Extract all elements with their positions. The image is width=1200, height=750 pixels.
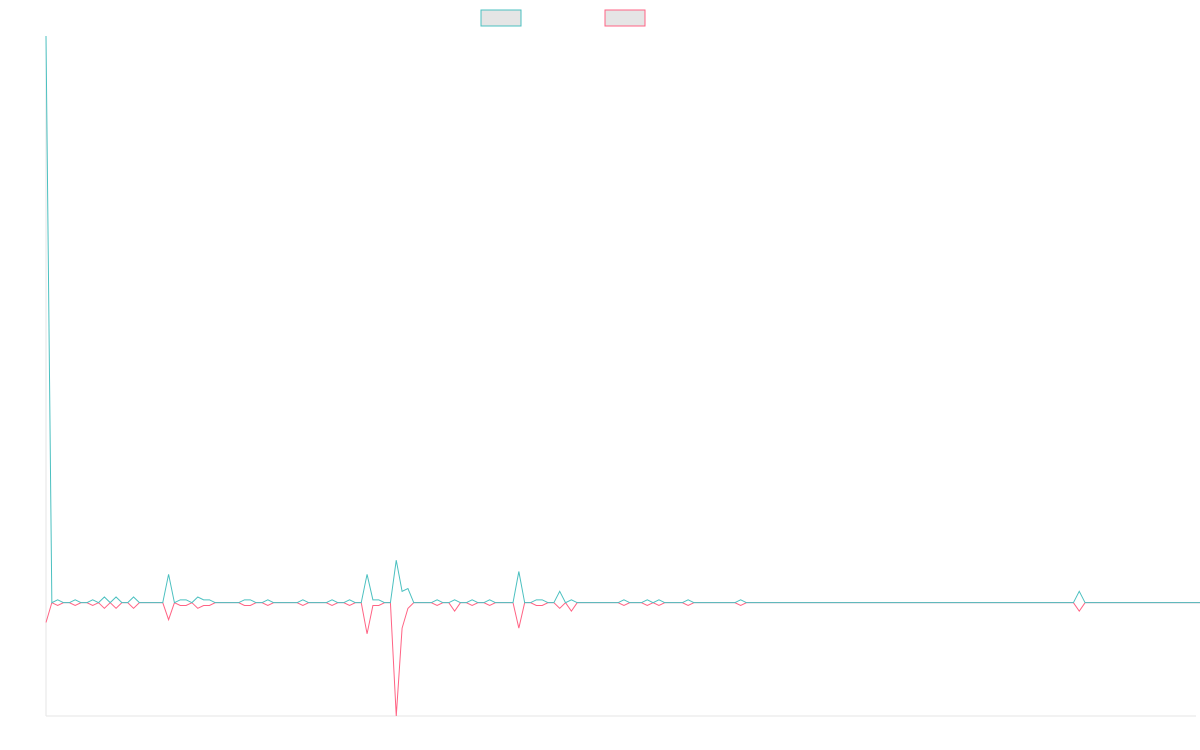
legend-swatch-series-b[interactable] (604, 9, 646, 27)
axes (45, 36, 1196, 717)
series-line-b[interactable] (45, 601, 1200, 717)
legend (480, 9, 646, 27)
legend-swatch-series-a[interactable] (480, 9, 522, 27)
series-line-a[interactable] (45, 35, 1200, 604)
series-layer (45, 35, 1200, 717)
